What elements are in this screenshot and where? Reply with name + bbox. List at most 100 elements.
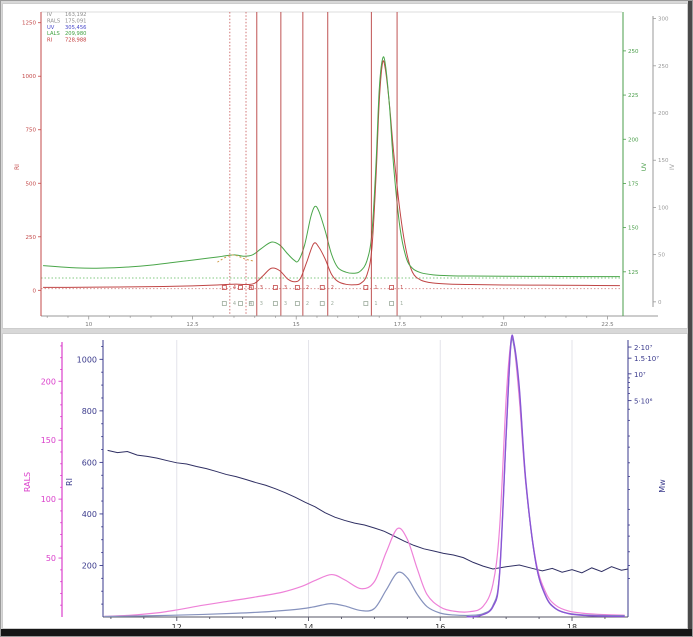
y-axis-UV: 125 150 175 200 225 250 UV xyxy=(622,12,648,316)
y-tick-label-RALS: 50 xyxy=(46,554,56,563)
peak-marker-label: 2 xyxy=(306,285,309,291)
series-UV xyxy=(466,334,625,618)
legend-label: RI xyxy=(47,38,53,44)
peak-marker-label: 3 xyxy=(260,301,263,307)
peak-marker-box[interactable] xyxy=(248,285,254,290)
y-axis-title-Mw: Mw xyxy=(658,479,667,493)
peak-marker-label: 4 xyxy=(249,285,252,291)
detector-traces xyxy=(43,56,620,288)
peak-marker-row-2: 4 4 3 3 2 2 1 1 xyxy=(221,301,403,307)
overlay-traces xyxy=(104,334,629,618)
x-tick-label: 22.5 xyxy=(601,322,614,328)
legend-label: IV xyxy=(47,12,53,18)
peak-marker-box[interactable] xyxy=(389,285,394,290)
peak-marker-label: 1 xyxy=(400,301,403,307)
x-tick-label: 18 xyxy=(567,623,577,628)
legend-label: RALS xyxy=(47,18,60,24)
y-tick-label-RI: 1250 xyxy=(22,21,36,27)
peak-marker-box[interactable] xyxy=(272,301,278,306)
peak-marker-box[interactable] xyxy=(363,285,369,290)
y-tick-label-RI: 200 xyxy=(82,561,97,570)
x-tick-label: 12.5 xyxy=(186,322,199,328)
series-RI xyxy=(43,60,620,288)
y-tick-label-RI: 0 xyxy=(33,288,37,294)
series-IV-fragment xyxy=(217,254,255,263)
x-axis: 12 14 16 18 xyxy=(103,616,628,628)
y-tick-label-UV: 175 xyxy=(628,181,639,187)
x-tick-label: 17.5 xyxy=(394,322,407,328)
y-tick-label-IV: 100 xyxy=(658,205,669,211)
legend-value: 209,980 xyxy=(65,31,86,37)
peak-marker-box[interactable] xyxy=(221,301,227,306)
y-tick-label-RI: 1000 xyxy=(77,355,97,364)
peak-marker-box[interactable] xyxy=(238,301,243,306)
peak-marker-label: 4 xyxy=(233,301,236,307)
y-tick-label-RALS: 200 xyxy=(41,377,56,386)
top-chromatogram-panel: 4 4 3 3 2 2 1 1 4 4 3 3 2 2 1 1 10 12.5 15 17.5 20 22.5 0 250 50… xyxy=(2,3,688,329)
y-tick-label-UV: 225 xyxy=(628,93,639,99)
y-tick-label-RI: 600 xyxy=(82,458,97,467)
y-tick-label-IV: 200 xyxy=(658,111,669,117)
y-axis-title-RALS: RALS xyxy=(23,472,32,492)
y-tick-label-RI: 750 xyxy=(26,128,37,134)
x-tick-label: 10 xyxy=(85,322,92,328)
y-tick-label-UV: 250 xyxy=(628,49,639,55)
legend-value: 175,091 xyxy=(65,18,86,24)
peak-marker-label: 3 xyxy=(260,285,263,291)
peak-marker-box[interactable] xyxy=(319,301,325,306)
peak-marker-box[interactable] xyxy=(221,285,227,290)
peak-marker-label: 1 xyxy=(400,285,403,291)
y-axis-RI: 200 400 600 800 1000 RI xyxy=(65,340,104,617)
y-axis-title-RI: RI xyxy=(65,478,74,486)
legend-label: UV xyxy=(47,25,55,31)
x-tick-label: 12 xyxy=(172,623,182,628)
x-tick-label: 16 xyxy=(435,623,445,628)
y-tick-label-RI: 250 xyxy=(26,235,37,241)
peak-marker-box[interactable] xyxy=(248,301,254,306)
peak-marker-label: 4 xyxy=(233,285,236,291)
peak-marker-label: 4 xyxy=(249,301,252,307)
peak-marker-label: 2 xyxy=(331,301,334,307)
detector-legend: IV 163,192 RALS 175,091 UV 305,456 LALS 209,980… xyxy=(47,12,86,44)
y-tick-label-Mw: 5·10⁶ xyxy=(634,398,653,406)
peak-marker-box[interactable] xyxy=(294,301,300,306)
legend-value: 728,988 xyxy=(65,38,86,44)
y-axis-IV: 0 50 100 150 200 250 300 IV xyxy=(652,16,676,307)
y-axis-title-IV: IV xyxy=(669,163,676,170)
y-tick-label-UV: 200 xyxy=(628,137,639,143)
y-axis-title-RI: RI xyxy=(14,164,21,170)
x-axis: 10 12.5 15 17.5 20 22.5 xyxy=(41,315,658,328)
y-tick-label-RI: 500 xyxy=(26,181,37,187)
y-tick-label-IV: 250 xyxy=(658,64,669,70)
peak-marker-box[interactable] xyxy=(319,285,325,290)
bottom-overlay-chart: 12 14 16 18 50 100 150 200 RALS 200 400 600 800 1000 R… xyxy=(23,334,667,628)
y-tick-label-Mw: 1.5·10⁷ xyxy=(634,355,659,363)
series-Mw xyxy=(107,449,629,574)
peak-marker-box[interactable] xyxy=(272,285,278,290)
baseline-markers xyxy=(41,277,622,290)
legend-value: 305,456 xyxy=(65,25,86,31)
y-tick-label-Mw: 2·10⁷ xyxy=(634,344,653,352)
peak-marker-box[interactable] xyxy=(389,301,394,306)
series-UV xyxy=(43,56,620,278)
peak-marker-box[interactable] xyxy=(294,285,300,290)
peak-marker-label: 2 xyxy=(331,285,334,291)
peak-marker-label: 3 xyxy=(284,285,287,291)
peak-marker-box[interactable] xyxy=(238,285,243,290)
peak-marker-label: 3 xyxy=(284,301,287,307)
peak-limit-lines xyxy=(229,12,398,316)
y-tick-label-RI: 800 xyxy=(82,407,97,416)
y-tick-label-RI: 1000 xyxy=(22,74,36,80)
gridlines xyxy=(176,340,573,617)
y-tick-label-IV: 300 xyxy=(658,17,669,23)
peak-marker-label: 1 xyxy=(374,285,377,291)
y-axis-title-UV: UV xyxy=(641,162,648,171)
peak-marker-box[interactable] xyxy=(363,301,369,306)
peak-marker-label: 1 xyxy=(374,301,377,307)
y-tick-label-IV: 50 xyxy=(658,253,665,259)
x-tick-label: 14 xyxy=(303,623,313,628)
x-tick-label: 20 xyxy=(500,322,507,328)
y-tick-label-RALS: 100 xyxy=(41,495,56,504)
series-RI xyxy=(104,338,625,618)
y-tick-label-IV: 150 xyxy=(658,158,669,164)
